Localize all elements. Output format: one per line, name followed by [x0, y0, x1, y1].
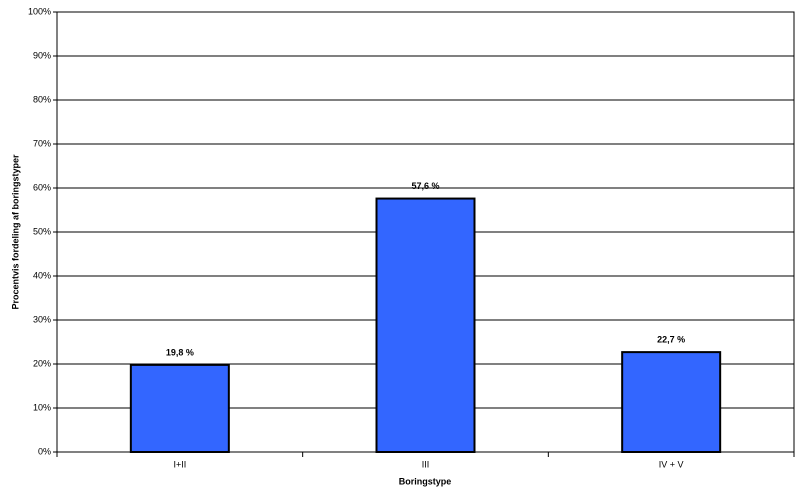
x-tick-label: IV + V	[659, 459, 684, 469]
x-tick-label: III	[422, 459, 430, 469]
x-tick-label: I+II	[173, 459, 186, 469]
y-tick-label: 20%	[33, 358, 51, 368]
bar	[621, 351, 722, 453]
value-label: 19,8 %	[166, 347, 194, 357]
y-tick-label: 30%	[33, 314, 51, 324]
y-axis-title: Procentvis fordeling af boringstyper	[10, 154, 20, 310]
y-tick-label: 0%	[38, 446, 51, 456]
y-tick-label: 80%	[33, 94, 51, 104]
y-tick-label: 40%	[33, 270, 51, 280]
value-label: 57,6 %	[411, 181, 439, 191]
bar	[375, 197, 476, 453]
y-tick-label: 70%	[33, 138, 51, 148]
y-tick-label: 60%	[33, 182, 51, 192]
bar	[129, 363, 230, 454]
y-tick-label: 100%	[28, 6, 51, 16]
x-axis-title: Boringstype	[399, 476, 452, 486]
y-tick-label: 50%	[33, 226, 51, 236]
y-tick-label: 10%	[33, 402, 51, 412]
value-label: 22,7 %	[657, 334, 685, 344]
y-tick-label: 90%	[33, 50, 51, 60]
